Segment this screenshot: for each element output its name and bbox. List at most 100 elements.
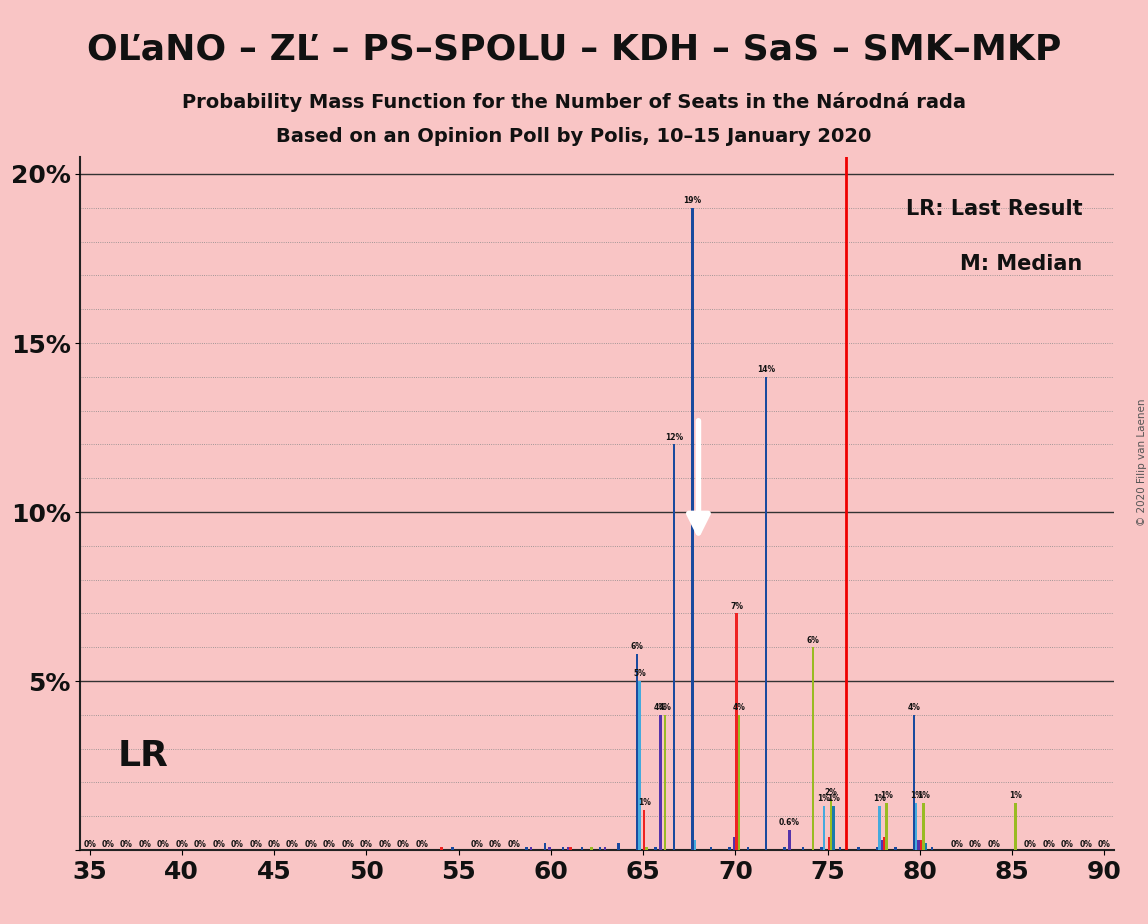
Text: 0%: 0%	[1097, 840, 1111, 849]
Text: 7%: 7%	[730, 602, 743, 611]
Bar	[693, 840, 696, 850]
Bar	[440, 846, 442, 850]
Text: 2%: 2%	[824, 787, 838, 796]
Bar	[828, 836, 830, 850]
Text: 0%: 0%	[951, 840, 963, 849]
Text: 1%: 1%	[917, 791, 930, 800]
Text: 0%: 0%	[397, 840, 410, 849]
Bar	[1015, 803, 1017, 850]
Bar	[643, 809, 645, 850]
Bar	[876, 846, 878, 850]
Bar	[913, 715, 915, 850]
Bar	[738, 715, 740, 850]
Bar	[673, 444, 675, 850]
Bar	[563, 846, 565, 850]
Text: 1%: 1%	[1009, 791, 1022, 800]
Text: 0%: 0%	[969, 840, 982, 849]
Text: 12%: 12%	[665, 432, 683, 442]
Text: 5%: 5%	[633, 669, 646, 678]
Text: 6%: 6%	[806, 636, 820, 645]
Bar	[525, 846, 528, 850]
Bar	[839, 846, 841, 850]
Bar	[581, 846, 583, 850]
Text: 0%: 0%	[341, 840, 355, 849]
Bar	[654, 846, 657, 850]
Bar	[802, 846, 805, 850]
Bar	[885, 803, 887, 850]
Bar	[709, 846, 712, 850]
Bar	[691, 208, 693, 850]
Bar	[636, 654, 638, 850]
Text: LR: Last Result: LR: Last Result	[906, 199, 1083, 219]
Text: 0%: 0%	[379, 840, 391, 849]
Text: 6%: 6%	[630, 642, 644, 651]
Bar	[812, 647, 814, 850]
Text: 0%: 0%	[231, 840, 243, 849]
Text: 4%: 4%	[659, 703, 672, 712]
Bar	[567, 846, 569, 850]
Bar	[924, 844, 928, 850]
Bar	[599, 846, 602, 850]
Text: 4%: 4%	[654, 703, 667, 712]
Text: 1%: 1%	[881, 791, 893, 800]
Bar	[732, 836, 736, 850]
Bar	[638, 681, 641, 850]
Bar	[858, 846, 860, 850]
Text: 0%: 0%	[1024, 840, 1037, 849]
Bar	[917, 840, 920, 850]
Bar	[832, 806, 835, 850]
Text: OĽaNO – ZĽ – PS–SPOLU – KDH – SaS – SMK–MKP: OĽaNO – ZĽ – PS–SPOLU – KDH – SaS – SMK–…	[87, 32, 1061, 67]
Bar	[931, 846, 933, 850]
Text: 0%: 0%	[1061, 840, 1073, 849]
Text: 1%: 1%	[638, 797, 651, 807]
Text: 0%: 0%	[101, 840, 115, 849]
Text: 0%: 0%	[286, 840, 298, 849]
Text: 14%: 14%	[758, 365, 775, 374]
Text: 0%: 0%	[194, 840, 207, 849]
Text: 0%: 0%	[416, 840, 428, 849]
Bar	[544, 844, 546, 850]
Text: 1%: 1%	[872, 795, 886, 804]
Text: 1%: 1%	[817, 795, 830, 804]
Text: 1%: 1%	[828, 795, 840, 804]
Text: 0%: 0%	[212, 840, 225, 849]
Text: Probability Mass Function for the Number of Seats in the Národná rada: Probability Mass Function for the Number…	[183, 92, 965, 113]
Text: 0%: 0%	[139, 840, 152, 849]
Bar	[451, 846, 453, 850]
Text: LR: LR	[117, 738, 168, 772]
Bar	[618, 844, 620, 850]
Text: 0%: 0%	[157, 840, 170, 849]
Bar	[823, 806, 825, 850]
Bar	[765, 377, 767, 850]
Text: 0%: 0%	[1079, 840, 1093, 849]
Bar	[789, 830, 791, 850]
Bar	[590, 846, 592, 850]
Bar	[569, 846, 572, 850]
Bar	[922, 803, 924, 850]
Bar	[645, 846, 647, 850]
Text: 0%: 0%	[471, 840, 483, 849]
Text: 0%: 0%	[359, 840, 373, 849]
Text: 0%: 0%	[121, 840, 133, 849]
Bar	[883, 836, 885, 850]
Text: 19%: 19%	[683, 196, 701, 205]
Text: 0%: 0%	[267, 840, 280, 849]
Text: 0%: 0%	[323, 840, 336, 849]
Bar	[736, 614, 738, 850]
Bar	[894, 846, 897, 850]
Text: 0%: 0%	[83, 840, 96, 849]
Bar	[920, 840, 922, 850]
Text: Based on an Opinion Poll by Polis, 10–15 January 2020: Based on an Opinion Poll by Polis, 10–15…	[277, 127, 871, 146]
Bar	[604, 846, 606, 850]
Text: 0.6%: 0.6%	[779, 818, 800, 827]
Bar	[881, 840, 883, 850]
Bar	[728, 846, 730, 850]
Bar	[830, 799, 832, 850]
Text: 0%: 0%	[304, 840, 318, 849]
Bar	[783, 846, 786, 850]
Text: 0%: 0%	[176, 840, 188, 849]
Bar	[664, 715, 666, 850]
Bar	[878, 806, 881, 850]
Text: 0%: 0%	[507, 840, 520, 849]
Bar	[659, 715, 661, 850]
